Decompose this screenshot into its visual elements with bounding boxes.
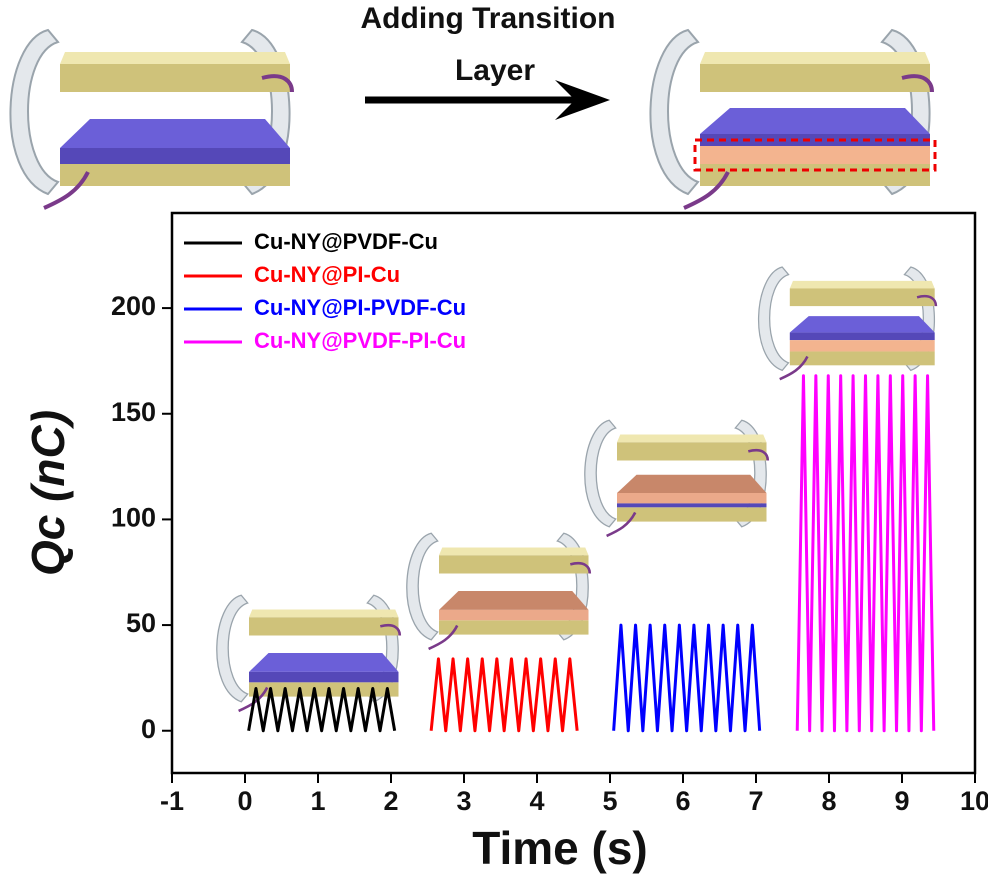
annotation: Layer: [455, 54, 535, 87]
inset-device: [405, 531, 592, 651]
series-line: [795, 374, 936, 733]
y-tick-label: 100: [111, 503, 156, 533]
device-after: [648, 28, 937, 210]
x-tick-label: 2: [383, 786, 398, 816]
legend-label: Cu-NY@PVDF-Cu: [254, 229, 438, 254]
y-tick-label: 150: [111, 397, 156, 427]
x-tick-label: 6: [675, 786, 690, 816]
annotation: Adding Transition: [361, 2, 616, 35]
inset-device: [757, 265, 938, 381]
inset-device: [583, 418, 770, 538]
series-line: [247, 686, 397, 733]
series-line: [429, 657, 579, 733]
x-tick-label: 8: [821, 786, 836, 816]
device-before: [8, 28, 295, 210]
y-axis-title: Qc (nC): [22, 410, 74, 576]
x-tick-label: 5: [602, 786, 617, 816]
x-tick-label: 9: [894, 786, 909, 816]
x-tick-label: 1: [310, 786, 325, 816]
x-tick-label: 3: [456, 786, 471, 816]
y-tick-label: 0: [141, 714, 156, 744]
y-tick-label: 200: [111, 291, 156, 321]
illustrations: [8, 28, 938, 713]
plot-frame: [170, 211, 977, 775]
x-tick-label: 0: [237, 786, 252, 816]
y-tick-label: 50: [126, 608, 156, 638]
x-axis-title: Time (s): [472, 822, 648, 874]
legend-label: Cu-NY@PI-Cu: [254, 262, 400, 287]
x-tick-label: 10: [960, 786, 988, 816]
legend-label: Cu-NY@PVDF-PI-Cu: [254, 328, 466, 353]
legend-label: Cu-NY@PI-PVDF-Cu: [254, 295, 466, 320]
series-line: [612, 623, 762, 733]
x-tick-label: -1: [160, 786, 184, 816]
x-tick-label: 7: [748, 786, 763, 816]
x-tick-label: 4: [529, 786, 544, 816]
arrow-head: [555, 80, 610, 120]
